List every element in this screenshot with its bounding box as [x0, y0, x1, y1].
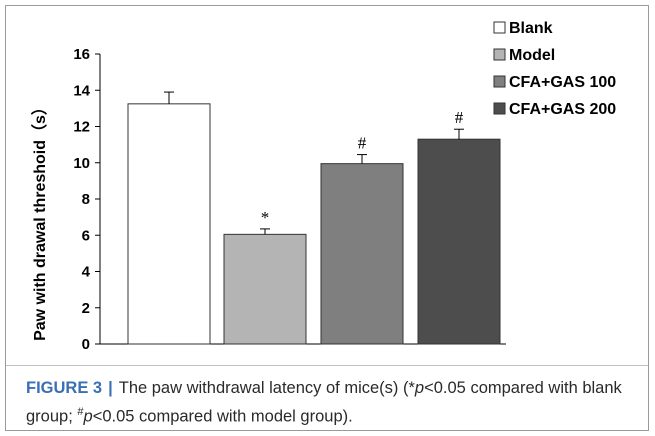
- bar-0: [127, 103, 211, 345]
- caption-hash-symbol: #: [77, 406, 84, 418]
- significance-mark-2: #: [358, 134, 367, 153]
- bar-1: [223, 233, 307, 345]
- caption-text-mid: <0.05 compared with blank group;: [26, 379, 622, 426]
- legend-swatch-2: [493, 75, 506, 88]
- legend-label-3: CFA+GAS 200: [509, 101, 616, 118]
- y-tick-label: 4: [82, 264, 91, 281]
- bars: * # #: [127, 91, 501, 345]
- legend-label-2: CFA+GAS 100: [509, 74, 616, 91]
- figure-frame: 0 2 4 6 8 10 12 14 16 * # # Blank Model CFA+GAS 100 C…: [5, 5, 649, 431]
- caption-p-symbol: p: [414, 379, 425, 397]
- legend-label-1: Model: [509, 47, 555, 64]
- y-tick-label: 8: [82, 191, 90, 208]
- legend-swatch-3: [493, 102, 506, 115]
- y-tick-label: 14: [73, 82, 90, 99]
- y-tick-label: 0: [82, 336, 90, 353]
- bar-chart: 0 2 4 6 8 10 12 14 16 * # # Blank Model CFA+GAS 100 C…: [31, 20, 616, 353]
- figure-label: FIGURE 3: [26, 379, 103, 397]
- y-tick-label: 16: [73, 46, 90, 63]
- y-tick-label: 6: [82, 227, 90, 244]
- legend-label-0: Blank: [509, 20, 553, 37]
- significance-mark-3: #: [455, 108, 464, 127]
- y-tick-label: 2: [82, 300, 90, 317]
- y-tick-label: 10: [73, 155, 90, 172]
- y-tick-label: 12: [73, 119, 90, 136]
- caption-p-symbol-2: p: [83, 407, 93, 426]
- figure-caption: FIGURE 3 | The paw withdrawal latency of m…: [26, 376, 641, 429]
- significance-mark-1: *: [261, 208, 270, 227]
- caption-divider: [6, 365, 648, 366]
- y-axis: 0 2 4 6 8 10 12 14 16: [73, 46, 506, 353]
- y-axis-title: Paw with drawal threshoid（s）: [31, 99, 49, 341]
- legend: Blank Model CFA+GAS 100 CFA+GAS 200: [493, 20, 616, 118]
- figure-label-separator: |: [108, 379, 113, 397]
- legend-swatch-0: [493, 21, 506, 34]
- caption-text-end: <0.05 compared with model group).: [92, 407, 353, 426]
- bar-2: [320, 163, 404, 345]
- bar-3: [417, 138, 501, 345]
- legend-swatch-1: [493, 48, 506, 61]
- caption-text-before: The paw withdrawal latency of mice(s) (*: [118, 379, 415, 397]
